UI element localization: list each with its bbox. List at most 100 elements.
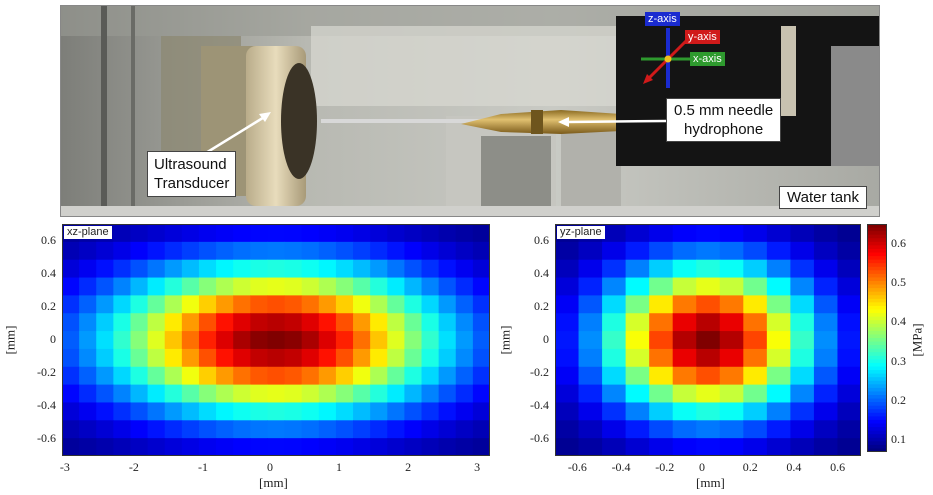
heatmap-cell bbox=[813, 259, 838, 279]
heatmap-cell bbox=[766, 277, 791, 296]
heatmap-cell bbox=[421, 366, 440, 386]
heatmap-cell bbox=[602, 295, 627, 314]
x-tick-label: 0 bbox=[699, 460, 705, 474]
heatmap-cell bbox=[198, 331, 217, 350]
heatmap-cell bbox=[250, 438, 268, 456]
heatmap-cell bbox=[284, 277, 303, 296]
heatmap-cell bbox=[743, 224, 768, 243]
heatmap-cell bbox=[672, 241, 697, 261]
heatmap-cell bbox=[284, 241, 303, 261]
heatmap-cell bbox=[130, 331, 149, 350]
heatmap-cell bbox=[696, 438, 721, 456]
colorbar-segment bbox=[867, 434, 887, 439]
heatmap-cell bbox=[79, 384, 97, 403]
heatmap-cell bbox=[147, 241, 166, 261]
water-tank-label: Water tank bbox=[779, 186, 867, 209]
heatmap-cell bbox=[62, 438, 80, 456]
heatmap-cell bbox=[649, 331, 674, 350]
heatmap-cell bbox=[79, 438, 97, 456]
heatmap-cell bbox=[438, 313, 457, 332]
heatmap-cell bbox=[766, 241, 791, 261]
x-tick-label: 0 bbox=[267, 460, 273, 474]
heatmap-cell bbox=[421, 438, 440, 456]
heatmap-cell bbox=[353, 331, 371, 350]
heatmap-cell bbox=[198, 259, 217, 279]
heatmap-cell bbox=[555, 384, 580, 403]
heatmap-cell bbox=[602, 420, 627, 439]
heatmap-cell bbox=[472, 384, 490, 403]
colorbar-segment bbox=[867, 398, 887, 403]
heatmap-cell bbox=[130, 348, 149, 368]
heatmap-cell bbox=[472, 224, 490, 243]
xz-plane-heatmap bbox=[62, 224, 490, 456]
heatmap-cell bbox=[318, 259, 337, 279]
colorbar-segment bbox=[867, 377, 887, 382]
heatmap-cell bbox=[421, 384, 440, 403]
heatmap-cell bbox=[555, 259, 580, 279]
heatmap-cell bbox=[79, 241, 97, 261]
colorbar-segment bbox=[867, 416, 887, 421]
heatmap-cell bbox=[743, 313, 768, 332]
heatmap-cell bbox=[578, 366, 603, 386]
heatmap-cell bbox=[130, 241, 149, 261]
heatmap-cell bbox=[578, 402, 603, 421]
heatmap-cell bbox=[233, 295, 251, 314]
heatmap-cell bbox=[198, 348, 217, 368]
heatmap-cell bbox=[370, 384, 388, 403]
heatmap-cell bbox=[790, 384, 815, 403]
heatmap-cell bbox=[387, 384, 405, 403]
heatmap-cell bbox=[233, 366, 251, 386]
heatmap-cell bbox=[404, 420, 423, 439]
heatmap-cell bbox=[267, 295, 286, 314]
colorbar-segment bbox=[867, 419, 887, 424]
heatmap-cell bbox=[743, 348, 768, 368]
heatmap-cell bbox=[233, 224, 251, 243]
heatmap-cell bbox=[404, 331, 423, 350]
heatmap-cell bbox=[649, 241, 674, 261]
x-tick-label: -3 bbox=[59, 460, 70, 474]
heatmap-cell bbox=[164, 438, 183, 456]
heatmap-cell bbox=[455, 366, 474, 386]
heatmap-cell bbox=[198, 420, 217, 439]
heatmap-cell bbox=[216, 224, 234, 243]
colorbar-segment bbox=[867, 284, 887, 289]
heatmap-cell bbox=[790, 420, 815, 439]
heatmap-cell bbox=[130, 295, 149, 314]
heatmap-cell bbox=[284, 384, 303, 403]
heatmap-cell bbox=[696, 331, 721, 350]
colorbar-segment bbox=[867, 295, 887, 300]
colorbar-segment bbox=[867, 270, 887, 275]
heatmap-cell bbox=[301, 402, 320, 421]
heatmap-cell bbox=[164, 402, 183, 421]
heatmap-cell bbox=[719, 277, 744, 296]
heatmap-cell bbox=[472, 420, 490, 439]
heatmap-cell bbox=[301, 295, 320, 314]
y-tick-label: 0.6 bbox=[534, 232, 549, 247]
heatmap-cell bbox=[130, 366, 149, 386]
heatmap-cell bbox=[130, 277, 149, 296]
heatmap-cell bbox=[719, 259, 744, 279]
heatmap-cell bbox=[130, 402, 149, 421]
heatmap-cell bbox=[335, 331, 354, 350]
heatmap-cell bbox=[113, 438, 131, 456]
heatmap-cell bbox=[370, 241, 388, 261]
heatmap-cell bbox=[719, 384, 744, 403]
heatmap-cell bbox=[79, 348, 97, 368]
heatmap-cell bbox=[353, 241, 371, 261]
heatmap-cell bbox=[267, 438, 286, 456]
heatmap-cell bbox=[113, 384, 131, 403]
heatmap-cell bbox=[147, 384, 166, 403]
yz-plane-label: yz-plane bbox=[557, 226, 605, 239]
heatmap-cell bbox=[696, 420, 721, 439]
heatmap-cell bbox=[96, 420, 114, 439]
heatmap-cell bbox=[404, 241, 423, 261]
heatmap-cell bbox=[370, 259, 388, 279]
heatmap-cell bbox=[625, 366, 650, 386]
heatmap-cell bbox=[284, 402, 303, 421]
heatmap-cell bbox=[455, 420, 474, 439]
heatmap-cell bbox=[696, 384, 721, 403]
heatmap-cell bbox=[318, 438, 337, 456]
colorbar-tick-label: 0.1 bbox=[891, 432, 906, 447]
heatmap-cell bbox=[62, 277, 80, 296]
colorbar-label: [MPa] bbox=[909, 323, 925, 357]
